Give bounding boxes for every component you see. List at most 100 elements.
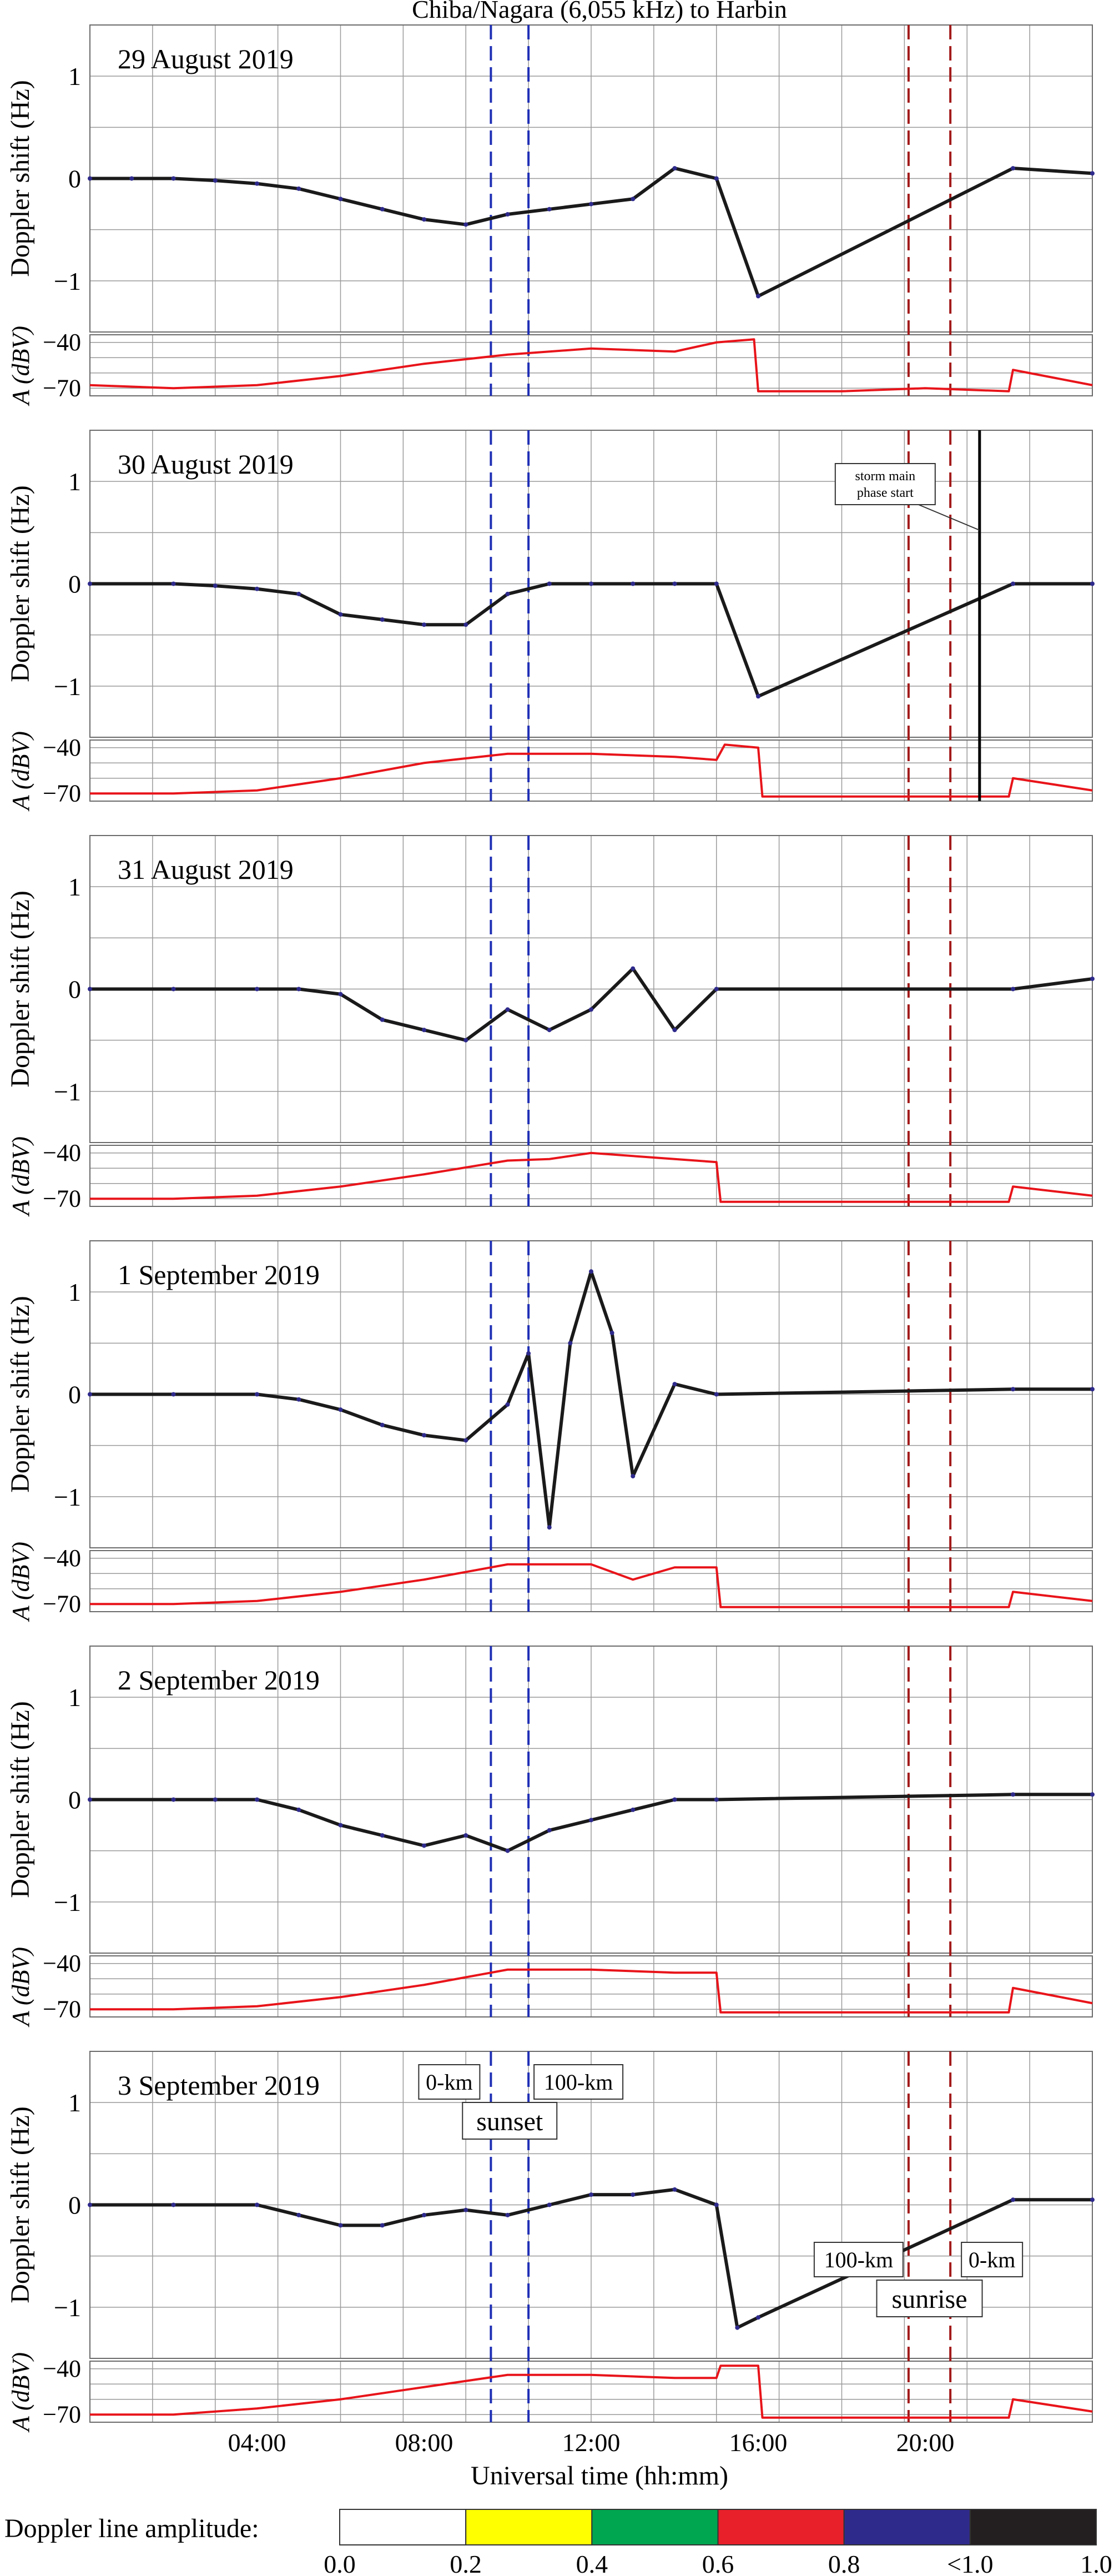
doppler-point bbox=[714, 581, 719, 586]
amplitude-frame bbox=[89, 1550, 1093, 1612]
doppler-point bbox=[505, 1402, 510, 1407]
doppler-point bbox=[213, 178, 218, 183]
amplitude-tick-label: −40 bbox=[43, 1544, 81, 1572]
doppler-point bbox=[735, 2325, 740, 2330]
doppler-point bbox=[631, 966, 636, 971]
doppler-point bbox=[380, 1017, 385, 1022]
doppler-point bbox=[1090, 171, 1095, 176]
doppler-point bbox=[756, 694, 760, 699]
doppler-tick-label: 0 bbox=[68, 165, 81, 193]
doppler-point bbox=[714, 1392, 719, 1397]
doppler-point bbox=[589, 581, 593, 586]
annotation-sunrise-box bbox=[876, 2280, 983, 2317]
doppler-point bbox=[589, 1007, 593, 1012]
annotation-100km-left-box bbox=[533, 2064, 624, 2100]
amplitude-tick-label: −40 bbox=[43, 329, 81, 356]
doppler-point bbox=[547, 1828, 552, 1833]
annotation-sunset: sunset bbox=[476, 2107, 543, 2136]
doppler-point bbox=[505, 212, 510, 217]
legend-swatch bbox=[591, 2509, 719, 2545]
doppler-point bbox=[1090, 1792, 1095, 1797]
doppler-tick-label: 1 bbox=[68, 62, 81, 90]
doppler-point bbox=[672, 581, 677, 586]
doppler-point bbox=[171, 176, 176, 181]
amplitude-frame bbox=[89, 1955, 1093, 2017]
doppler-axis-label: Doppler shift (Hz) bbox=[6, 485, 35, 682]
doppler-point bbox=[756, 294, 760, 299]
legend-swatch bbox=[843, 2509, 971, 2545]
doppler-point bbox=[171, 581, 176, 586]
doppler-point bbox=[338, 1407, 343, 1412]
amplitude-tick-label: −40 bbox=[43, 1139, 81, 1166]
annotation-0km-left: 0-km bbox=[426, 2070, 472, 2095]
storm-callout-box bbox=[834, 463, 936, 505]
doppler-point bbox=[714, 176, 719, 181]
doppler-point bbox=[505, 1007, 510, 1012]
doppler-point bbox=[380, 207, 385, 212]
amplitude-frame bbox=[89, 1145, 1093, 1207]
doppler-point bbox=[88, 1392, 92, 1397]
doppler-point bbox=[1090, 977, 1095, 982]
doppler-point bbox=[463, 622, 468, 627]
x-tick-label: 12:00 bbox=[562, 2428, 621, 2457]
doppler-tick-label: 1 bbox=[68, 1683, 81, 1712]
doppler-point bbox=[463, 1438, 468, 1443]
annotation-100km-right-box bbox=[813, 2242, 904, 2277]
doppler-point bbox=[547, 1525, 552, 1530]
doppler-point bbox=[714, 987, 719, 992]
amplitude-legend: Doppler line amplitude: 0.0 0.2 0.4 0.6 0.8 <… bbox=[4, 2509, 1112, 2576]
doppler-point bbox=[547, 207, 552, 212]
doppler-point bbox=[422, 1433, 426, 1438]
doppler-point bbox=[631, 581, 636, 586]
doppler-point bbox=[255, 2202, 259, 2207]
doppler-point bbox=[1011, 987, 1016, 992]
doppler-point bbox=[255, 181, 259, 186]
doppler-point bbox=[255, 1392, 259, 1397]
amplitude-trace bbox=[90, 2364, 1093, 2419]
doppler-point bbox=[296, 186, 301, 191]
panel-date-label: 29 August 2019 bbox=[118, 43, 294, 74]
doppler-point bbox=[568, 1341, 573, 1346]
doppler-point bbox=[589, 1269, 593, 1274]
doppler-point bbox=[672, 2187, 677, 2192]
amplitude-frame bbox=[89, 2361, 1093, 2423]
doppler-point bbox=[296, 1397, 301, 1402]
doppler-point bbox=[1011, 581, 1016, 586]
doppler-point bbox=[1090, 2197, 1095, 2202]
panel: 29 August 2019 1 0 −1 −40 −70 Doppler shift (H… bbox=[6, 24, 1095, 406]
doppler-point bbox=[88, 2202, 92, 2207]
doppler-axis-label: Doppler shift (Hz) bbox=[6, 1701, 35, 1898]
panel: 31 August 2019 1 0 −1 −40 −70 Doppler shift (H… bbox=[6, 835, 1095, 1217]
amplitude-frame bbox=[89, 334, 1093, 396]
panel-date-label: 3 September 2019 bbox=[118, 2070, 320, 2101]
doppler-tick-label: 0 bbox=[68, 2191, 81, 2220]
panel: storm main phase start 30 August 2019 1 0 −1 −… bbox=[6, 430, 1095, 812]
doppler-point bbox=[422, 1028, 426, 1033]
doppler-point bbox=[589, 2192, 593, 2197]
amplitude-trace bbox=[90, 1968, 1093, 2014]
doppler-tick-label: 1 bbox=[68, 873, 81, 901]
doppler-tick-label: −1 bbox=[54, 1483, 81, 1511]
legend-tick-label: 1.0 bbox=[1080, 2550, 1112, 2576]
annotation-100km-right: 100-km bbox=[824, 2247, 893, 2272]
panel-date-label: 2 September 2019 bbox=[118, 1664, 320, 1695]
doppler-point bbox=[213, 1797, 218, 1802]
legend-swatch bbox=[969, 2509, 1097, 2545]
amplitude-axis-label: A (dBV) bbox=[7, 1136, 34, 1217]
doppler-point bbox=[1090, 581, 1095, 586]
doppler-tick-label: 1 bbox=[68, 2089, 81, 2117]
legend-swatch bbox=[339, 2509, 467, 2545]
amplitude-trace bbox=[90, 1151, 1093, 1203]
doppler-point bbox=[589, 1818, 593, 1823]
panel-date-label: 1 September 2019 bbox=[118, 1259, 320, 1290]
doppler-point bbox=[422, 2212, 426, 2217]
doppler-point bbox=[1011, 2197, 1016, 2202]
x-tick-label: 04:00 bbox=[228, 2428, 286, 2457]
figure-title: Chiba/Nagara (6,055 kHz) to Harbin bbox=[412, 0, 787, 23]
doppler-point bbox=[296, 987, 301, 992]
doppler-axis-label: Doppler shift (Hz) bbox=[6, 80, 35, 277]
doppler-point bbox=[631, 197, 636, 202]
doppler-point bbox=[547, 1028, 552, 1033]
doppler-axis-label: Doppler shift (Hz) bbox=[6, 1296, 35, 1493]
doppler-point bbox=[338, 612, 343, 617]
